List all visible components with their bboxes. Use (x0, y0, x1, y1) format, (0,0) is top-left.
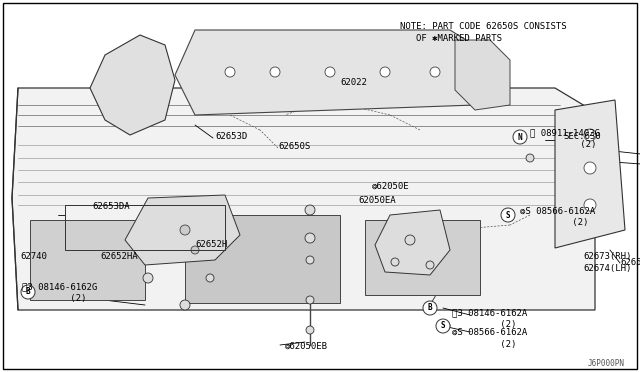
Circle shape (270, 67, 280, 77)
Circle shape (206, 274, 214, 282)
Text: ❂S 08566-6162A: ❂S 08566-6162A (520, 207, 595, 216)
Text: 62673(RH): 62673(RH) (583, 252, 632, 261)
Text: NOTE: PART CODE 62650S CONSISTS: NOTE: PART CODE 62650S CONSISTS (400, 22, 566, 31)
Text: S: S (441, 321, 445, 330)
Text: ␱3 08146-6162A: ␱3 08146-6162A (452, 308, 527, 317)
Text: ❂S 08566-6162A: ❂S 08566-6162A (452, 328, 527, 337)
Circle shape (305, 205, 315, 215)
Bar (65, 205, 225, 250)
Circle shape (425, 303, 435, 313)
Circle shape (426, 261, 434, 269)
Polygon shape (175, 30, 490, 115)
Text: 62652HA: 62652HA (100, 252, 138, 261)
Circle shape (180, 225, 190, 235)
Circle shape (423, 301, 437, 315)
Polygon shape (12, 88, 595, 310)
Text: ⑂ 08911-1402G: ⑂ 08911-1402G (530, 128, 600, 137)
Text: N: N (518, 132, 522, 141)
Bar (365, 220, 480, 295)
Circle shape (380, 67, 390, 77)
Text: ❂62050EB: ❂62050EB (285, 342, 328, 351)
Polygon shape (375, 210, 450, 275)
Text: J6P000PN: J6P000PN (588, 359, 625, 368)
Text: 62653DA: 62653DA (92, 202, 130, 211)
Text: 62740: 62740 (20, 252, 47, 261)
Circle shape (584, 129, 596, 141)
Text: SEC.630: SEC.630 (563, 132, 600, 141)
Text: OF ✱MARKED PARTS: OF ✱MARKED PARTS (416, 34, 502, 43)
Text: 62653D: 62653D (215, 132, 247, 141)
Text: B: B (26, 288, 30, 296)
Text: 62652E: 62652E (620, 258, 640, 267)
Text: 62650S: 62650S (278, 142, 310, 151)
Text: (2): (2) (468, 320, 516, 329)
Circle shape (21, 285, 35, 299)
Circle shape (430, 67, 440, 77)
Text: ␱3 08146-6162G: ␱3 08146-6162G (22, 282, 97, 291)
Text: S: S (506, 211, 510, 219)
Text: (2): (2) (540, 218, 588, 227)
Circle shape (405, 235, 415, 245)
Circle shape (526, 154, 534, 162)
Text: 62050EA: 62050EA (358, 196, 396, 205)
Text: 62674(LH): 62674(LH) (583, 264, 632, 273)
Text: B: B (428, 304, 432, 312)
Polygon shape (555, 100, 625, 248)
Circle shape (143, 273, 153, 283)
Polygon shape (455, 40, 510, 110)
Text: (2): (2) (468, 340, 516, 349)
Circle shape (305, 233, 315, 243)
Circle shape (436, 319, 450, 333)
Circle shape (325, 67, 335, 77)
Bar (185, 215, 340, 303)
Text: 62022: 62022 (340, 78, 367, 87)
Circle shape (440, 321, 450, 331)
Circle shape (501, 208, 515, 222)
Circle shape (306, 296, 314, 304)
Circle shape (306, 256, 314, 264)
Circle shape (180, 300, 190, 310)
Circle shape (513, 130, 527, 144)
Circle shape (306, 326, 314, 334)
Circle shape (225, 67, 235, 77)
Circle shape (584, 199, 596, 211)
Polygon shape (90, 35, 175, 135)
Text: (2): (2) (38, 294, 86, 303)
Text: (2): (2) (548, 140, 596, 149)
Circle shape (191, 246, 199, 254)
Bar (30, 220, 145, 300)
Text: 62652H: 62652H (195, 240, 227, 249)
Text: ❂62050E: ❂62050E (372, 182, 410, 191)
Circle shape (391, 258, 399, 266)
Polygon shape (125, 195, 240, 265)
Circle shape (584, 162, 596, 174)
